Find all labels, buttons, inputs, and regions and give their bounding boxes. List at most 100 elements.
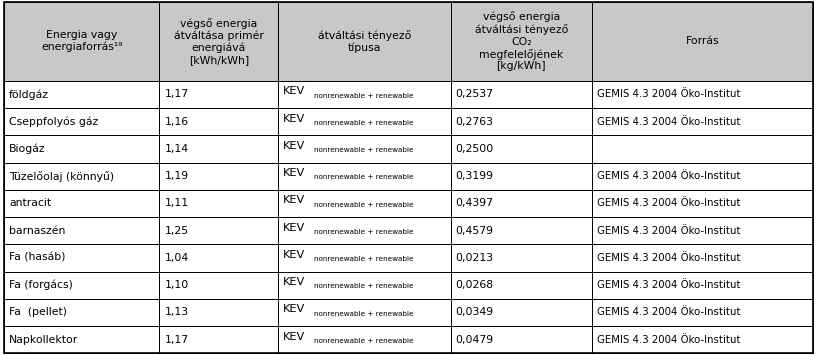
Text: 1,17: 1,17: [164, 335, 189, 345]
Bar: [4, 272, 159, 299]
Bar: [279, 326, 450, 353]
Bar: [450, 326, 592, 353]
Bar: [4, 135, 159, 163]
Text: Fa  (pellet): Fa (pellet): [9, 307, 67, 317]
Text: Forrás: Forrás: [685, 36, 719, 46]
Text: nonrenewable + renewable: nonrenewable + renewable: [315, 174, 413, 180]
Bar: [159, 272, 279, 299]
Text: GEMIS 4.3 2004 Öko-Institut: GEMIS 4.3 2004 Öko-Institut: [597, 89, 740, 99]
Text: nonrenewable + renewable: nonrenewable + renewable: [315, 256, 413, 262]
Bar: [592, 2, 813, 81]
Bar: [450, 163, 592, 190]
Text: nonrenewable + renewable: nonrenewable + renewable: [315, 202, 413, 208]
Text: GEMIS 4.3 2004 Öko-Institut: GEMIS 4.3 2004 Öko-Institut: [597, 280, 740, 290]
Text: Cseppfolyós gáz: Cseppfolyós gáz: [9, 116, 98, 127]
Text: 0,4579: 0,4579: [455, 226, 493, 236]
Bar: [592, 163, 813, 190]
Bar: [592, 326, 813, 353]
Text: Fa (hasáb): Fa (hasáb): [9, 253, 65, 263]
Bar: [592, 299, 813, 326]
Bar: [592, 135, 813, 163]
Text: 1,25: 1,25: [164, 226, 189, 236]
Text: 0,2763: 0,2763: [455, 117, 493, 127]
Text: GEMIS 4.3 2004 Öko-Institut: GEMIS 4.3 2004 Öko-Institut: [597, 226, 740, 236]
Bar: [279, 244, 450, 272]
Bar: [159, 190, 279, 217]
Bar: [4, 326, 159, 353]
Text: nonrenewable + renewable: nonrenewable + renewable: [315, 338, 413, 344]
Bar: [4, 190, 159, 217]
Text: KEV: KEV: [283, 87, 306, 97]
Bar: [4, 244, 159, 272]
Bar: [279, 163, 450, 190]
Bar: [450, 81, 592, 108]
Bar: [279, 217, 450, 244]
Text: 1,14: 1,14: [164, 144, 189, 154]
Bar: [279, 81, 450, 108]
Text: Tüzelőolaj (könnyű): Tüzelőolaj (könnyű): [9, 171, 114, 182]
Text: KEV: KEV: [283, 332, 306, 342]
Text: barnaszén: barnaszén: [9, 226, 65, 236]
Text: GEMIS 4.3 2004 Öko-Institut: GEMIS 4.3 2004 Öko-Institut: [597, 307, 740, 317]
Text: nonrenewable + renewable: nonrenewable + renewable: [315, 283, 413, 289]
Text: földgáz: földgáz: [9, 89, 49, 100]
Bar: [159, 244, 279, 272]
Bar: [159, 217, 279, 244]
Text: GEMIS 4.3 2004 Öko-Institut: GEMIS 4.3 2004 Öko-Institut: [597, 335, 740, 345]
Bar: [159, 2, 279, 81]
Text: 1,10: 1,10: [164, 280, 189, 290]
Text: antracit: antracit: [9, 198, 51, 208]
Text: végső energia
átváltási tényező
CO₂
megfelelőjének
[kg/kWh]: végső energia átváltási tényező CO₂ megf…: [475, 11, 568, 71]
Text: KEV: KEV: [283, 114, 306, 124]
Text: Energia vagy
energiaforrás¹⁹: Energia vagy energiaforrás¹⁹: [41, 30, 123, 53]
Text: 0,0268: 0,0268: [455, 280, 493, 290]
Text: 0,0479: 0,0479: [455, 335, 493, 345]
Bar: [159, 299, 279, 326]
Bar: [4, 2, 159, 81]
Bar: [450, 2, 592, 81]
Text: KEV: KEV: [283, 277, 306, 287]
Text: 1,04: 1,04: [164, 253, 189, 263]
Text: nonrenewable + renewable: nonrenewable + renewable: [315, 229, 413, 235]
Text: Napkollektor: Napkollektor: [9, 335, 78, 345]
Text: nonrenewable + renewable: nonrenewable + renewable: [315, 93, 413, 99]
Text: 1,19: 1,19: [164, 171, 189, 181]
Bar: [592, 272, 813, 299]
Text: átváltási tényező
típusa: átváltási tényező típusa: [318, 30, 411, 53]
Text: KEV: KEV: [283, 168, 306, 178]
Bar: [279, 2, 450, 81]
Bar: [592, 108, 813, 135]
Bar: [279, 299, 450, 326]
Bar: [592, 217, 813, 244]
Text: KEV: KEV: [283, 304, 306, 315]
Bar: [592, 190, 813, 217]
Text: KEV: KEV: [283, 141, 306, 151]
Bar: [159, 326, 279, 353]
Bar: [279, 272, 450, 299]
Bar: [279, 135, 450, 163]
Bar: [4, 299, 159, 326]
Text: végső energia
átváltása primér
energiává
[kWh/kWh]: végső energia átváltása primér energiává…: [174, 18, 264, 65]
Text: Fa (forgács): Fa (forgács): [9, 280, 73, 290]
Bar: [450, 135, 592, 163]
Text: 0,4397: 0,4397: [455, 198, 493, 208]
Bar: [450, 244, 592, 272]
Text: GEMIS 4.3 2004 Öko-Institut: GEMIS 4.3 2004 Öko-Institut: [597, 198, 740, 208]
Bar: [279, 108, 450, 135]
Text: Biogáz: Biogáz: [9, 144, 46, 154]
Bar: [450, 272, 592, 299]
Bar: [159, 81, 279, 108]
Bar: [159, 108, 279, 135]
Text: GEMIS 4.3 2004 Öko-Institut: GEMIS 4.3 2004 Öko-Institut: [597, 171, 740, 181]
Text: 0,2500: 0,2500: [455, 144, 493, 154]
Text: 0,3199: 0,3199: [455, 171, 493, 181]
Bar: [450, 217, 592, 244]
Text: nonrenewable + renewable: nonrenewable + renewable: [315, 147, 413, 153]
Text: 1,17: 1,17: [164, 89, 189, 99]
Bar: [450, 299, 592, 326]
Bar: [450, 190, 592, 217]
Bar: [159, 135, 279, 163]
Bar: [279, 190, 450, 217]
Bar: [450, 108, 592, 135]
Bar: [4, 108, 159, 135]
